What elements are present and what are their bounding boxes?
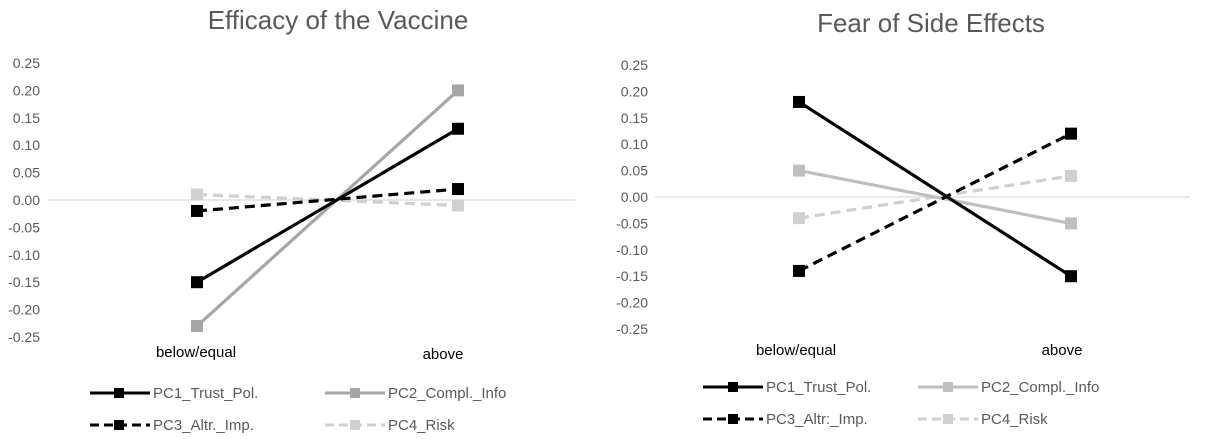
x-tick-label: above (1042, 342, 1083, 359)
y-tick-label: -0.05 (8, 219, 40, 235)
legend-entry: PC1_Trust_Pol. (703, 379, 871, 396)
chart-title: Fear of Side Effects (817, 8, 1045, 38)
series-group (793, 95, 1077, 283)
legend-label: PC1_Trust_Pol. (153, 385, 258, 402)
data-point (1065, 270, 1077, 283)
series-line (196, 127, 459, 284)
y-tick-label: -0.20 (616, 295, 648, 311)
data-point (452, 84, 464, 97)
legend-label: PC3_Altr:_Imp. (766, 411, 868, 428)
legend-entry: PC2_Compl._Info (325, 385, 506, 402)
chart-panel-efficacy: Efficacy of the Vaccine below/equal abov… (8, 5, 575, 434)
series-line (798, 100, 1072, 278)
legend: PC1_Trust_Pol. PC2_Compl._Info PC3_Altr.… (90, 385, 506, 434)
data-point (1065, 217, 1077, 230)
legend-marker (350, 420, 360, 430)
x-tick-label: below/equal (756, 342, 836, 359)
y-tick-label: 0.15 (621, 110, 648, 126)
y-tick-label: -0.20 (8, 302, 40, 318)
legend-label: PC3_Altr._Imp. (153, 417, 254, 434)
y-tick-label: -0.15 (616, 268, 648, 284)
chart-panel-side-effects: Fear of Side Effects below/equal above 0… (616, 8, 1190, 428)
data-point (793, 264, 805, 277)
y-tick-label: 0.05 (621, 163, 648, 179)
x-tick-label: above (423, 346, 464, 363)
legend-entry: PC4_Risk (918, 411, 1048, 428)
legend-entry: PC3_Altr:_Imp. (703, 411, 868, 428)
chart-title: Efficacy of the Vaccine (208, 5, 469, 35)
legend-marker (943, 414, 953, 424)
y-tick-label: -0.25 (8, 329, 40, 345)
legend-marker (728, 414, 738, 424)
legend-label: PC1_Trust_Pol. (766, 379, 871, 396)
y-tick-label: -0.25 (616, 321, 648, 337)
data-point (793, 164, 805, 177)
legend-marker (943, 382, 953, 392)
series-line (798, 169, 1072, 225)
series-line (798, 132, 1072, 273)
y-tick-label: -0.10 (616, 242, 648, 258)
y-tick-label: 0.00 (621, 189, 648, 205)
data-point (452, 199, 464, 212)
data-point (1065, 127, 1077, 140)
y-tick-label: -0.10 (8, 247, 40, 263)
data-point (793, 212, 805, 225)
y-tick-label: -0.05 (616, 215, 648, 231)
y-tick-label: -0.15 (8, 274, 40, 290)
legend-marker (114, 420, 124, 430)
legend-label: PC2_Compl._Info (981, 379, 1099, 396)
legend-entry: PC3_Altr._Imp. (90, 417, 254, 434)
y-tick-label: 0.15 (13, 110, 40, 126)
series-group (191, 84, 464, 333)
data-point (452, 183, 464, 196)
data-point (191, 188, 203, 201)
legend-label: PC4_Risk (388, 417, 455, 434)
legend-marker (114, 388, 124, 398)
y-tick-label: 0.20 (621, 83, 648, 99)
legend-entry: PC4_Risk (325, 417, 455, 434)
legend-entry: PC2_Compl._Info (918, 379, 1099, 396)
series-line (196, 187, 459, 213)
y-tick-label: 0.00 (13, 192, 40, 208)
legend-label: PC4_Risk (981, 411, 1048, 428)
data-point (191, 320, 203, 333)
data-point (452, 122, 464, 135)
y-tick-label: 0.10 (13, 137, 40, 153)
y-axis-ticks: 0.25 0.20 0.15 0.10 0.05 0.00 -0.05 -0.10 -0.15 -… (8, 55, 40, 345)
x-tick-label: below/equal (156, 344, 236, 361)
y-tick-label: 0.25 (621, 57, 648, 73)
legend-label: PC2_Compl._Info (388, 385, 506, 402)
series-line (195, 89, 460, 328)
legend: PC1_Trust_Pol. PC2_Compl._Info PC3_Altr:… (703, 379, 1099, 428)
data-point (191, 204, 203, 217)
y-axis-ticks: 0.25 0.20 0.15 0.10 0.05 0.00 -0.05 -0.10 -0.15 -… (616, 57, 648, 337)
y-tick-label: 0.25 (13, 55, 40, 71)
legend-marker (350, 388, 360, 398)
y-tick-label: 0.05 (13, 165, 40, 181)
y-tick-label: 0.10 (621, 136, 648, 152)
legend-marker (728, 382, 738, 392)
data-point (793, 95, 805, 108)
legend-entry: PC1_Trust_Pol. (90, 385, 258, 402)
data-point (191, 276, 203, 289)
y-tick-label: 0.20 (13, 82, 40, 98)
data-point (1065, 169, 1077, 182)
